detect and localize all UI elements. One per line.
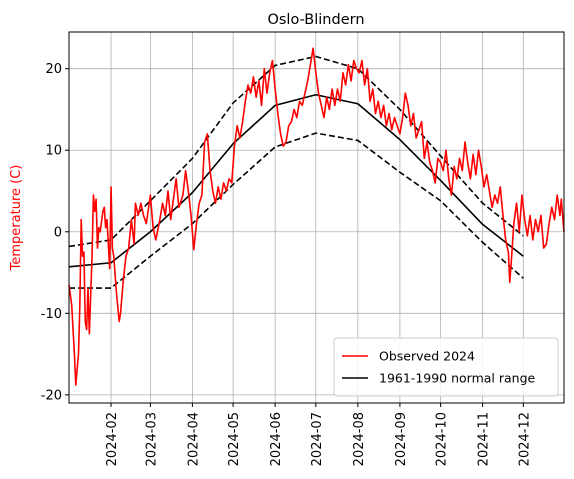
normal-range-bound-line	[69, 132, 524, 289]
x-tick-label: 2024-02	[105, 412, 120, 466]
y-axis-label: Temperature (C)	[9, 165, 24, 272]
observed-2024-line	[68, 47, 565, 386]
y-tick-label: -20	[41, 388, 62, 403]
x-axis: 2024-02 2024-03 2024-04 2024-05 2024-06 2024-…	[105, 403, 532, 466]
y-axis: -20 -10 0 10 20	[41, 62, 69, 403]
x-tick-label: 2024-09	[394, 412, 409, 466]
grid	[69, 32, 564, 403]
x-tick-label: 2024-11	[477, 412, 492, 466]
y-tick-label: -10	[41, 307, 62, 322]
x-tick-label: 2024-07	[310, 412, 325, 466]
legend-label: 1961-1990 normal range	[379, 371, 536, 386]
x-tick-label: 2024-12	[517, 412, 532, 466]
normal-mean-line	[68, 93, 524, 268]
x-tick-label: 2024-04	[186, 412, 201, 466]
x-tick-label: 2024-03	[144, 412, 159, 466]
legend-label: Observed 2024	[379, 349, 475, 364]
y-tick-label: 10	[45, 144, 62, 159]
legend-box	[333, 337, 559, 397]
x-tick-label: 2024-08	[352, 412, 367, 466]
plot-frame	[68, 31, 565, 404]
legend: Observed 2024 1961-1990 normal range	[333, 337, 559, 397]
x-tick-label: 2024-10	[435, 412, 450, 466]
x-tick-label: 2024-06	[269, 412, 284, 466]
x-tick-label: 2024-05	[227, 412, 242, 466]
chart-title: Oslo-Blindern	[267, 12, 364, 28]
series-layer	[68, 47, 565, 386]
y-tick-label: 20	[45, 62, 62, 77]
y-tick-label: 0	[54, 225, 62, 240]
